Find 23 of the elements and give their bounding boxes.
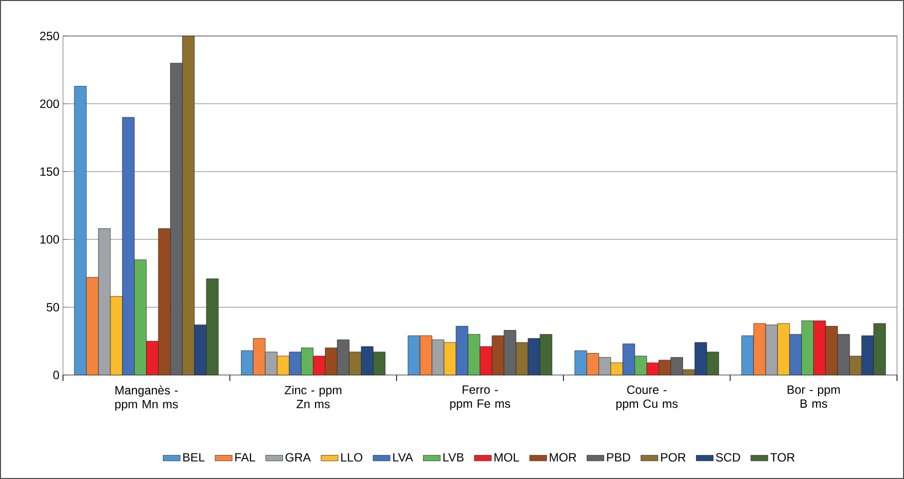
legend-label: MOL — [494, 453, 520, 462]
x-tick-label: Coure - ppm Cu ms — [616, 386, 678, 410]
legend-label: SCD — [716, 453, 740, 462]
legend-label: GRA — [286, 453, 311, 462]
y-tick-label: 50 — [46, 302, 60, 312]
legend-label: LVA — [393, 453, 414, 462]
x-tick-label: Ferro - ppm Fe ms — [450, 386, 510, 410]
y-tick-label: 250 — [40, 32, 60, 40]
y-tick-label: 100 — [40, 235, 60, 244]
legend-label: LVB — [443, 453, 464, 462]
legend-label: MOR — [550, 453, 576, 462]
legend-label: TOR — [770, 453, 795, 462]
legend-label: POR — [661, 453, 686, 462]
x-tick-label: Bor - ppm B ms — [788, 386, 840, 408]
legend-label: FAL — [235, 453, 256, 462]
legend-label: BEL — [183, 453, 205, 462]
legend-label: LLO — [341, 453, 362, 462]
y-tick-label: 200 — [40, 100, 60, 108]
y-tick-label: 0 — [53, 370, 60, 380]
x-tick-label: Zinc - ppm Zn ms — [284, 386, 342, 408]
y-tick-label: 150 — [40, 167, 60, 176]
legend-label: PBD — [607, 453, 630, 462]
x-tick-label: Manganès - ppm Mn ms — [115, 386, 178, 411]
